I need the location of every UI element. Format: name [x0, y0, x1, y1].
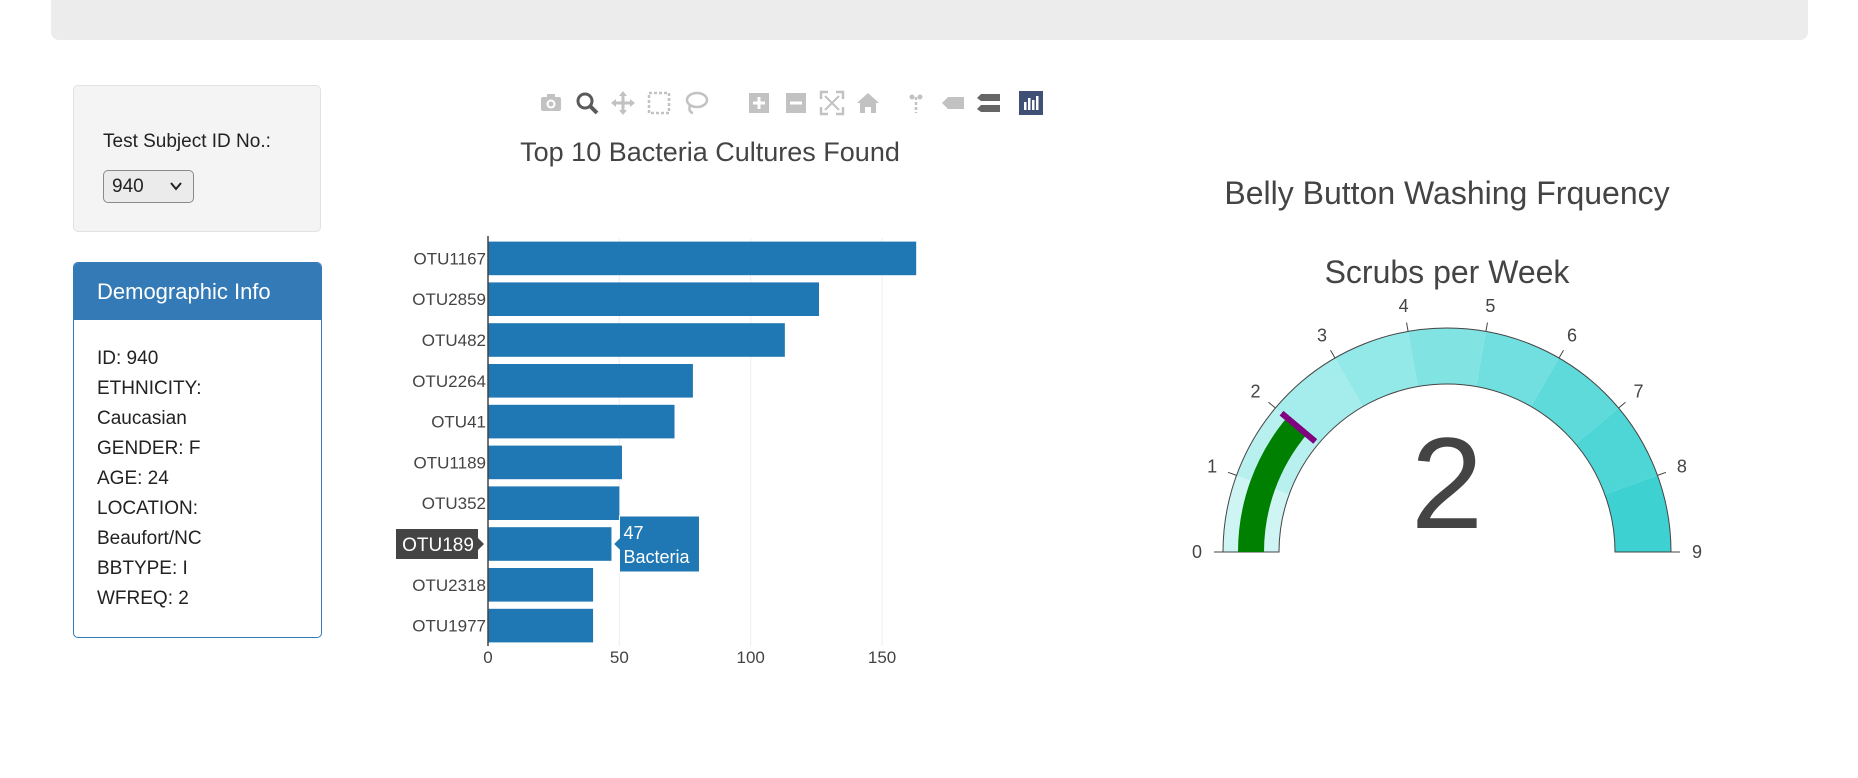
y-tick-label: OTU2859 — [412, 290, 486, 309]
gauge-tick — [1268, 401, 1276, 409]
autoscale-icon[interactable] — [817, 88, 847, 118]
y-tick-label: OTU2264 — [412, 372, 486, 391]
camera-icon[interactable] — [536, 88, 566, 118]
x-tick-label: 100 — [737, 648, 765, 667]
x-tick-label: 150 — [868, 648, 896, 667]
bar-chart: Top 10 Bacteria Cultures Found 0 50 100 150 O… — [396, 137, 917, 667]
gauge-step — [1476, 331, 1559, 407]
hover-label-text: Bacteria — [623, 547, 690, 567]
gauge-chart: Belly Button Washing Frquency Scrubs per … — [1192, 175, 1702, 562]
gauge-tick — [1485, 322, 1488, 332]
y-tick-label: OTU41 — [431, 413, 486, 432]
gauge-tick — [1618, 401, 1626, 409]
spike-lines-icon[interactable] — [900, 88, 930, 118]
demographic-line: ID: 940 — [97, 348, 159, 369]
gauge-tick-label: 9 — [1692, 542, 1702, 562]
hover-axis-text: OTU189 — [402, 535, 474, 556]
bar[interactable] — [488, 445, 622, 480]
subject-id-select[interactable]: 940 — [103, 170, 194, 203]
bar[interactable] — [488, 282, 820, 316]
chevron-down-icon — [170, 182, 182, 191]
gauge-tick — [1558, 349, 1564, 359]
lasso-select-icon[interactable] — [681, 88, 711, 118]
gauge-tick-label: 2 — [1250, 381, 1260, 401]
subject-id-value: 940 — [112, 175, 144, 197]
demographic-info-panel: Demographic Info ID: 940 ETHNICITY: Caucas… — [73, 262, 322, 638]
bar[interactable] — [488, 241, 917, 276]
demographic-line: Beaufort/NC — [97, 528, 202, 549]
hover-value-text: 47 — [623, 523, 643, 543]
plotly-logo-icon[interactable] — [1016, 88, 1046, 118]
hover-closest-icon[interactable] — [938, 88, 968, 118]
gauge-tick-label: 4 — [1399, 296, 1409, 316]
demographic-info-body: ID: 940 ETHNICITY: Caucasian GENDER: F AGE: … — [74, 320, 321, 614]
zoom-in-icon[interactable] — [744, 88, 774, 118]
gauge-step — [1408, 328, 1486, 387]
selector-label: Test Subject ID No.: — [103, 131, 271, 152]
gauge-tick-label: 0 — [1192, 542, 1202, 562]
y-tick-label: OTU352 — [422, 494, 486, 513]
gauge-tick-label: 3 — [1317, 325, 1327, 345]
zoom-icon[interactable] — [572, 88, 602, 118]
gauge-tick-label: 5 — [1485, 296, 1495, 316]
demographic-line: ETHNICITY: — [97, 378, 202, 399]
box-select-icon[interactable] — [644, 88, 674, 118]
bar[interactable] — [488, 486, 620, 520]
bar[interactable] — [488, 568, 594, 602]
gauge-tick — [1406, 322, 1409, 332]
gauge-tick-label: 7 — [1634, 381, 1644, 401]
bar[interactable] — [488, 364, 693, 398]
y-tick-label: OTU1189 — [414, 453, 486, 472]
y-tick-label: OTU482 — [422, 331, 486, 350]
gauge-tick-label: 6 — [1567, 325, 1577, 345]
gauge-tick — [1330, 349, 1336, 359]
pan-icon[interactable] — [608, 88, 638, 118]
bar[interactable] — [488, 323, 785, 357]
gauge-threshold-needle — [1279, 410, 1318, 444]
gauge-outline — [1222, 327, 1672, 553]
demographic-line: LOCATION: — [97, 498, 198, 519]
zoom-out-icon[interactable] — [781, 88, 811, 118]
bar[interactable] — [488, 527, 612, 561]
y-tick-label: OTU1977 — [412, 617, 486, 636]
bar[interactable] — [488, 404, 675, 439]
gauge-step — [1604, 475, 1671, 552]
reset-axes-icon[interactable] — [853, 88, 883, 118]
demographic-line: GENDER: F — [97, 438, 201, 459]
x-tick-label: 50 — [610, 648, 629, 667]
y-tick-label: OTU2318 — [412, 576, 486, 595]
chart-title: Top 10 Bacteria Cultures Found — [520, 137, 900, 167]
hover-compare-icon[interactable] — [974, 88, 1004, 118]
gauge-tick-label: 8 — [1677, 456, 1687, 476]
demographic-info-title: Demographic Info — [74, 263, 321, 320]
y-tick-label: OTU1167 — [414, 249, 486, 268]
gauge-subtitle: Scrubs per Week — [1325, 254, 1571, 290]
gauge-step — [1575, 408, 1658, 495]
subject-selector-panel: Test Subject ID No.: 940 — [73, 85, 321, 232]
gauge-step — [1531, 358, 1619, 445]
bar[interactable] — [488, 608, 594, 643]
hover-tooltip — [612, 515, 700, 573]
gauge-value-number: 2 — [1411, 410, 1483, 556]
gauge-step — [1335, 331, 1418, 407]
demographic-line: Caucasian — [97, 408, 187, 429]
demographic-line: BBTYPE: I — [97, 558, 188, 579]
gauge-tick — [1657, 471, 1667, 476]
gauge-value-bar — [1238, 417, 1307, 552]
demographic-line: AGE: 24 — [97, 468, 169, 489]
gauge-tick-label: 1 — [1207, 456, 1217, 476]
gauge-tick — [1227, 471, 1237, 476]
top-banner — [51, 0, 1808, 40]
x-tick-label: 0 — [483, 648, 492, 667]
gauge-title: Belly Button Washing Frquency — [1224, 175, 1669, 211]
demographic-line: WFREQ: 2 — [97, 588, 189, 609]
hover-axis-label — [396, 529, 484, 559]
